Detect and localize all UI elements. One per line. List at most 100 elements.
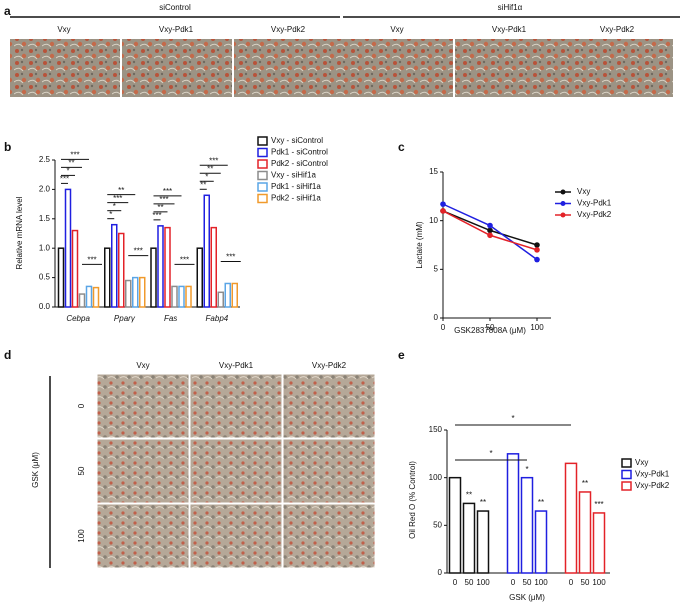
bar bbox=[448, 476, 462, 574]
y-tick-label: 0.5 bbox=[39, 273, 51, 282]
y-tick-label: 2.5 bbox=[39, 155, 51, 164]
legend-label: Pdk1 - siHif1a bbox=[271, 182, 321, 191]
y-tick-label: 1.0 bbox=[39, 243, 51, 252]
micrograph bbox=[282, 503, 376, 569]
legend-swatch bbox=[621, 469, 632, 480]
bar bbox=[132, 276, 139, 308]
micrograph bbox=[96, 503, 190, 569]
comparison-label: * bbox=[489, 449, 492, 458]
micrograph bbox=[189, 503, 283, 569]
micrograph bbox=[189, 373, 283, 439]
x-tick-label: 0 bbox=[569, 578, 574, 587]
bar bbox=[71, 229, 79, 308]
y-tick-label: 0 bbox=[434, 313, 439, 322]
y-tick-label: 2.0 bbox=[39, 185, 51, 194]
legend-label: Vxy bbox=[577, 187, 590, 196]
point bbox=[487, 222, 493, 229]
significance-label: *** bbox=[134, 247, 143, 256]
point bbox=[487, 232, 493, 239]
point bbox=[440, 208, 446, 214]
legend-swatch bbox=[621, 458, 632, 468]
micrograph bbox=[96, 438, 190, 504]
bar bbox=[534, 510, 548, 574]
legend-swatch bbox=[257, 170, 268, 181]
group-label: siControl bbox=[159, 3, 191, 12]
row-label: 50 bbox=[77, 466, 86, 475]
micrograph bbox=[282, 373, 376, 439]
significance-label: ** bbox=[68, 159, 74, 168]
point bbox=[534, 247, 540, 253]
x-tick-label: 0 bbox=[453, 578, 458, 587]
x-tick-label: 50 bbox=[465, 578, 474, 587]
bar bbox=[578, 491, 592, 574]
bar bbox=[171, 285, 178, 308]
panel-label: d bbox=[4, 348, 11, 362]
bar bbox=[185, 285, 192, 308]
significance-label: *** bbox=[226, 253, 235, 262]
legend-label: Vxy bbox=[635, 458, 648, 467]
significance-label: ** bbox=[582, 479, 588, 488]
micrograph bbox=[122, 39, 232, 97]
y-tick-label: 1.5 bbox=[39, 214, 51, 223]
column-label: Vxy bbox=[390, 25, 403, 34]
legend-swatch bbox=[257, 159, 268, 169]
y-tick-label: 50 bbox=[433, 520, 442, 529]
micrograph bbox=[455, 39, 565, 97]
row-label: 0 bbox=[77, 403, 86, 408]
legend-label: Pdk2 - siHif1a bbox=[271, 194, 321, 203]
panel-label: a bbox=[4, 4, 11, 18]
y-axis-label: Relative mRNA level bbox=[15, 196, 24, 269]
column-label: Vxy-Pdk1 bbox=[492, 25, 527, 34]
significance-label: * bbox=[525, 465, 528, 474]
legend-swatch bbox=[257, 147, 268, 158]
legend-swatch bbox=[257, 193, 268, 204]
panel-label: b bbox=[4, 140, 11, 154]
legend-label: Vxy - siControl bbox=[271, 136, 323, 145]
point bbox=[534, 256, 540, 263]
bar bbox=[592, 512, 606, 574]
panel-label: c bbox=[398, 140, 405, 154]
x-tick-label: 50 bbox=[486, 323, 495, 332]
bar bbox=[564, 462, 578, 574]
significance-label: *** bbox=[180, 256, 189, 265]
y-tick-label: 0.0 bbox=[39, 302, 51, 311]
legend-label: Vxy-Pdk1 bbox=[635, 470, 670, 479]
legend-label: Pdk1 - siControl bbox=[271, 148, 328, 157]
micrograph bbox=[563, 39, 673, 97]
x-axis-label: GSK (μM) bbox=[509, 593, 545, 602]
bar bbox=[196, 247, 203, 308]
significance-label: *** bbox=[209, 156, 218, 165]
y-tick-label: 0 bbox=[438, 568, 443, 577]
comparison-label: * bbox=[511, 414, 514, 423]
legend-swatch bbox=[257, 182, 268, 192]
micrograph bbox=[343, 39, 453, 97]
significance-label: * bbox=[113, 202, 116, 211]
significance-label: ** bbox=[466, 491, 472, 500]
column-label: Vxy-Pdk2 bbox=[600, 25, 635, 34]
significance-label: *** bbox=[87, 256, 96, 265]
y-axis-label: Oil Red O (% Control) bbox=[408, 461, 417, 539]
legend-label: Vxy - siHif1a bbox=[271, 171, 316, 180]
bar bbox=[64, 188, 72, 308]
bar bbox=[224, 282, 231, 308]
bar bbox=[476, 510, 490, 574]
significance-label: ** bbox=[538, 498, 544, 507]
bar bbox=[104, 247, 111, 308]
y-tick-label: 15 bbox=[429, 167, 438, 176]
legend-label: Vxy-Pdk2 bbox=[577, 210, 612, 219]
bar bbox=[217, 291, 224, 308]
column-label: Vxy-Pdk1 bbox=[159, 25, 194, 34]
column-label: Vxy bbox=[57, 25, 70, 34]
bar bbox=[118, 232, 125, 308]
significance-label: * bbox=[205, 172, 208, 181]
bar bbox=[57, 247, 65, 308]
y-tick-label: 5 bbox=[434, 264, 439, 273]
micrograph bbox=[234, 39, 344, 97]
legend-swatch bbox=[257, 136, 268, 146]
legend-swatch bbox=[621, 481, 632, 491]
significance-label: ** bbox=[207, 164, 213, 173]
significance-label: ** bbox=[200, 180, 206, 189]
legend-marker bbox=[560, 212, 566, 218]
bar bbox=[85, 285, 93, 308]
y-tick-label: 100 bbox=[429, 473, 443, 482]
